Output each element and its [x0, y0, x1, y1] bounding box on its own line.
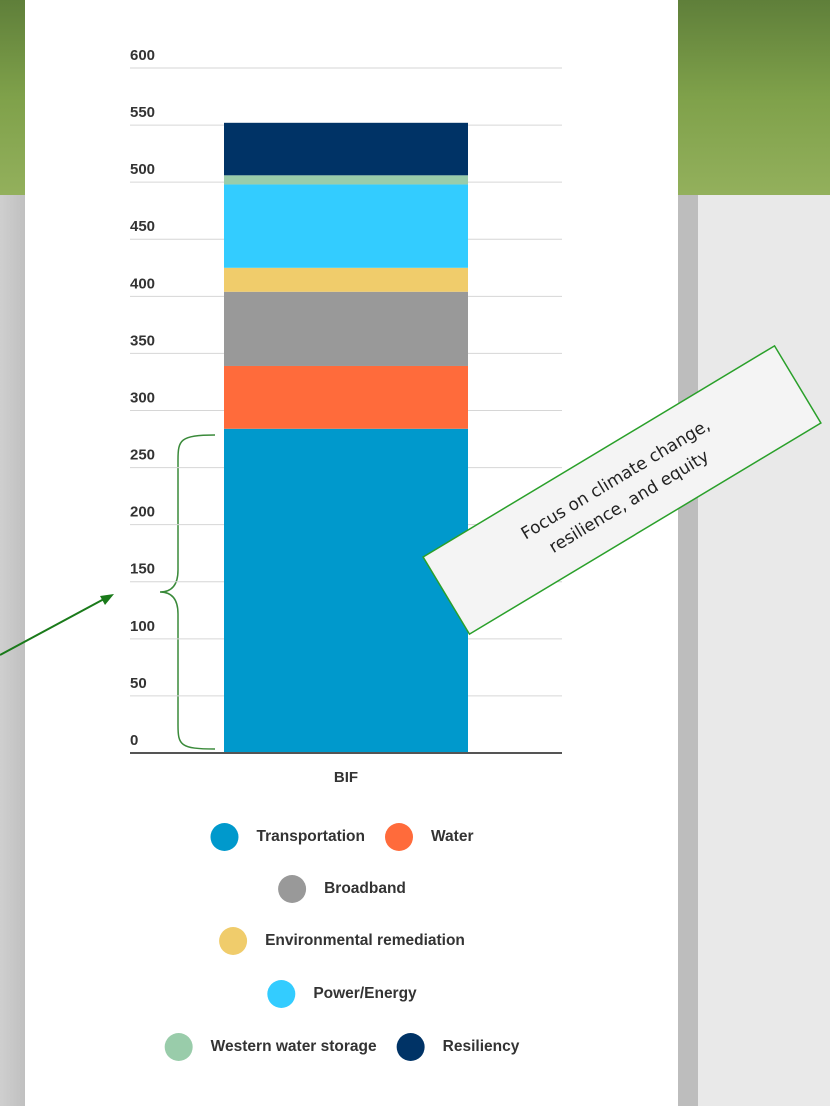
y-tick-label: 550 [130, 104, 155, 121]
arrow-head [100, 594, 114, 605]
bar-segment [224, 365, 468, 429]
y-tick-label: 400 [130, 275, 155, 292]
y-tick-label: 600 [130, 47, 155, 64]
y-tick-label: 150 [130, 561, 155, 578]
right-edge [678, 195, 698, 1106]
legend-swatch [385, 823, 414, 851]
y-tick-label: 50 [130, 675, 147, 692]
legend-label: Water [431, 828, 474, 845]
annotation-box [422, 344, 822, 636]
y-tick-label: 100 [130, 618, 155, 635]
y-tick-label: 500 [130, 161, 155, 178]
legend-swatch [278, 875, 307, 903]
bar-segment [224, 184, 468, 268]
legend-label: Environmental remediation [265, 932, 465, 949]
legend-label: Power/Energy [313, 985, 417, 1002]
y-tick-label: 350 [130, 332, 155, 349]
y-tick-label: 250 [130, 447, 155, 464]
bar-segment [224, 428, 468, 753]
bar-segment [224, 122, 468, 176]
legend-swatch [164, 1033, 193, 1061]
legend-label: Broadband [324, 880, 406, 897]
legend-swatch [396, 1033, 425, 1061]
bar-segment [224, 291, 468, 366]
arrow [0, 598, 105, 656]
x-tick-label: BIF [334, 769, 358, 786]
y-tick-label: 200 [130, 504, 155, 521]
legend-swatch [210, 823, 239, 851]
legend-label: Resiliency [443, 1038, 520, 1055]
plot: 0 50 100 150 200 250 300 350 400 450 500 550 600 BIF T… [130, 47, 562, 1061]
legend-label: Transportation [256, 828, 365, 845]
bracket [159, 434, 216, 750]
legend-swatch [267, 980, 296, 1008]
bar-segment [224, 267, 468, 292]
y-tick-label: 450 [130, 218, 155, 235]
y-tick-label: 300 [130, 389, 155, 406]
y-tick-label: 0 [130, 732, 138, 749]
legend-label: Western water storage [211, 1038, 377, 1055]
bar-segment [224, 175, 468, 185]
legend-swatch [219, 927, 248, 955]
